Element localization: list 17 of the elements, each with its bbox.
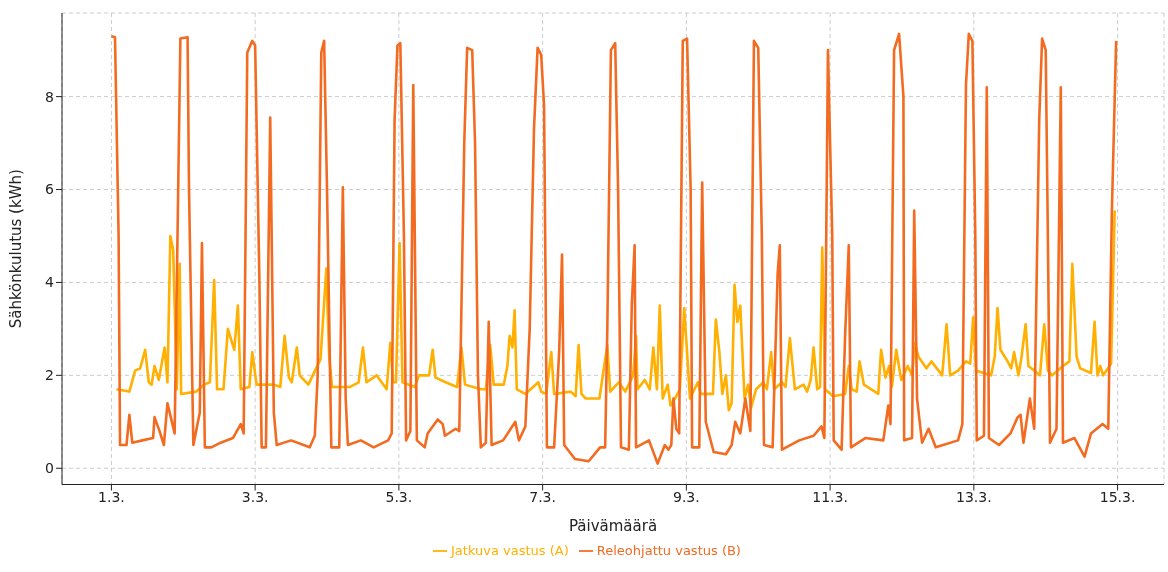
y-tick-label: 6 xyxy=(45,181,55,198)
y-tick-label: 4 xyxy=(45,274,55,291)
x-axis-title: Päivämäärä xyxy=(568,516,658,535)
x-tick-label: 9.3. xyxy=(673,489,700,506)
y-axis-title: Sähkönkulutus (kWh) xyxy=(7,169,26,329)
x-tick-label: 7.3. xyxy=(529,489,556,506)
legend-label: Jatkuva vastus (A) xyxy=(451,542,569,558)
legend-label: Releohjattu vastus (B) xyxy=(596,542,741,558)
y-tick-label: 0 xyxy=(45,460,54,477)
x-tick-label: 1.3. xyxy=(98,489,125,506)
x-tick-label: 11.3. xyxy=(812,489,848,506)
x-tick-label: 13.3. xyxy=(956,489,992,506)
x-tick-label: 5.3. xyxy=(385,489,413,506)
x-tick-label: 3.3. xyxy=(241,489,269,506)
x-tick-label: 15.3. xyxy=(1099,489,1136,506)
y-tick-label: 2 xyxy=(45,367,54,384)
y-tick-label: 8 xyxy=(45,88,54,105)
